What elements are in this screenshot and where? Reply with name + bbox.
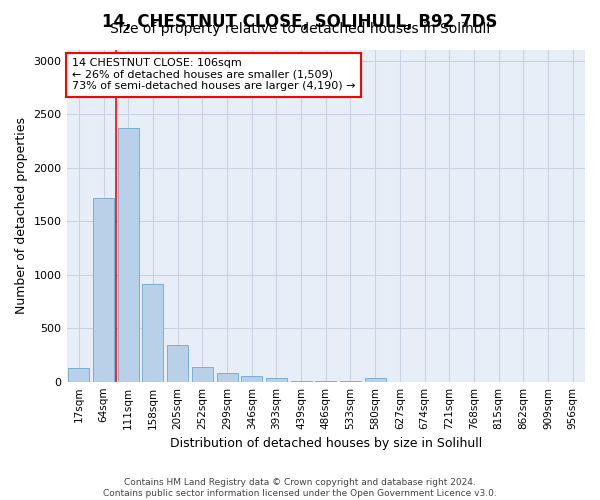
Bar: [217, 373, 238, 382]
Bar: [315, 381, 336, 382]
Bar: [93, 198, 114, 382]
Bar: [365, 378, 386, 382]
Text: Contains HM Land Registry data © Crown copyright and database right 2024.
Contai: Contains HM Land Registry data © Crown c…: [103, 478, 497, 498]
Bar: [68, 368, 89, 382]
Bar: [118, 128, 139, 382]
Bar: [241, 376, 262, 382]
Text: 14 CHESTNUT CLOSE: 106sqm
← 26% of detached houses are smaller (1,509)
73% of se: 14 CHESTNUT CLOSE: 106sqm ← 26% of detac…: [72, 58, 355, 92]
X-axis label: Distribution of detached houses by size in Solihull: Distribution of detached houses by size …: [170, 437, 482, 450]
Bar: [340, 381, 361, 382]
Text: Size of property relative to detached houses in Solihull: Size of property relative to detached ho…: [110, 22, 490, 36]
Bar: [167, 345, 188, 382]
Bar: [266, 378, 287, 382]
Bar: [192, 367, 213, 382]
Bar: [142, 284, 163, 382]
Y-axis label: Number of detached properties: Number of detached properties: [15, 118, 28, 314]
Text: 14, CHESTNUT CLOSE, SOLIHULL, B92 7DS: 14, CHESTNUT CLOSE, SOLIHULL, B92 7DS: [103, 12, 497, 30]
Bar: [290, 381, 311, 382]
